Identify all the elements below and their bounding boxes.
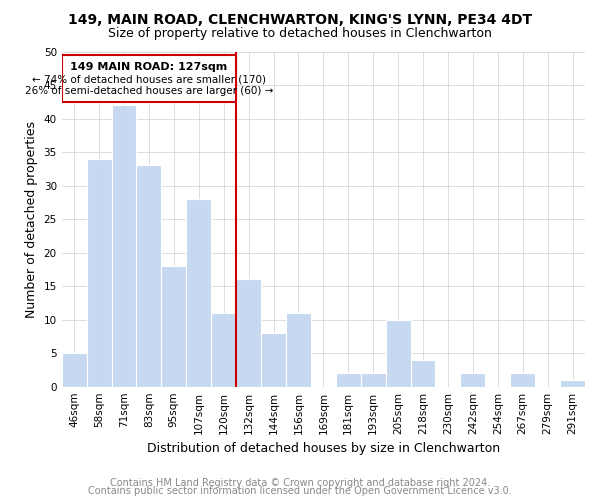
Bar [62,353,86,386]
Bar [361,374,386,386]
Bar [186,199,211,386]
Bar [510,374,535,386]
Bar [336,374,361,386]
Text: Contains HM Land Registry data © Crown copyright and database right 2024.: Contains HM Land Registry data © Crown c… [110,478,490,488]
Text: 26% of semi-detached houses are larger (60) →: 26% of semi-detached houses are larger (… [25,86,273,97]
FancyBboxPatch shape [62,55,236,102]
Bar [286,313,311,386]
Bar [86,159,112,386]
Bar [261,333,286,386]
Bar [460,374,485,386]
Text: Contains public sector information licensed under the Open Government Licence v3: Contains public sector information licen… [88,486,512,496]
Y-axis label: Number of detached properties: Number of detached properties [25,120,38,318]
Text: 149 MAIN ROAD: 127sqm: 149 MAIN ROAD: 127sqm [70,62,227,72]
Bar [236,280,261,386]
Text: ← 74% of detached houses are smaller (170): ← 74% of detached houses are smaller (17… [32,74,266,85]
Text: 149, MAIN ROAD, CLENCHWARTON, KING'S LYNN, PE34 4DT: 149, MAIN ROAD, CLENCHWARTON, KING'S LYN… [68,12,532,26]
X-axis label: Distribution of detached houses by size in Clenchwarton: Distribution of detached houses by size … [147,442,500,455]
Bar [211,313,236,386]
Bar [112,105,136,386]
Bar [136,166,161,386]
Bar [410,360,436,386]
Bar [386,320,410,386]
Bar [560,380,585,386]
Bar [161,266,186,386]
Text: Size of property relative to detached houses in Clenchwarton: Size of property relative to detached ho… [108,28,492,40]
